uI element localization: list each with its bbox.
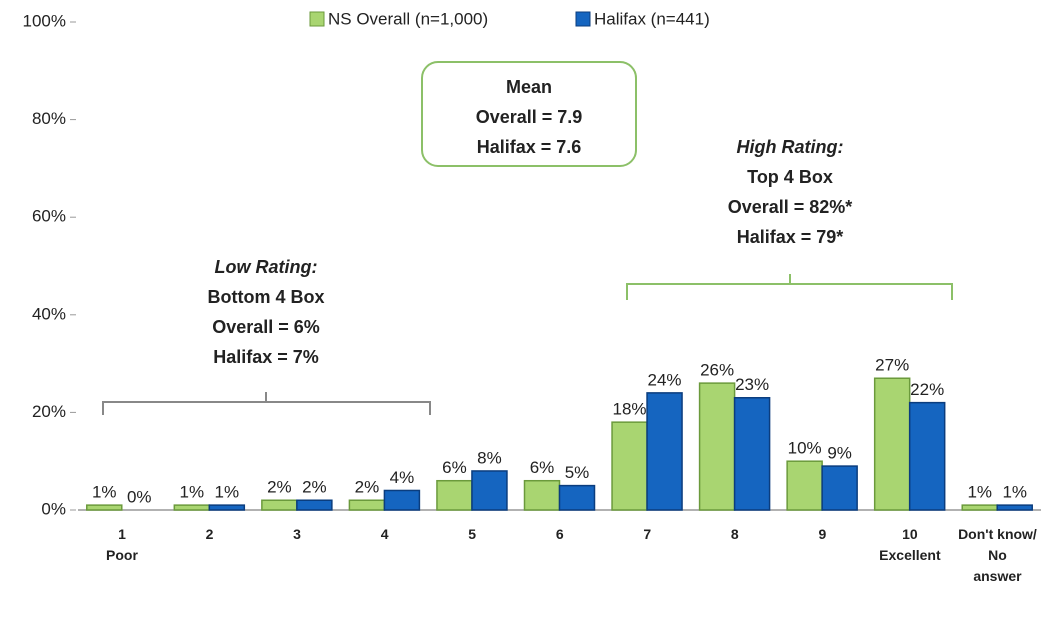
bar	[86, 504, 123, 511]
bar	[821, 465, 858, 511]
bar	[558, 484, 596, 511]
value-label: 27%	[875, 356, 909, 375]
annotation: Overall = 82%*	[728, 197, 853, 217]
y-tick-label: 80%	[32, 109, 66, 128]
y-tick-label: 100%	[23, 11, 66, 30]
value-label: 4%	[390, 468, 415, 487]
bar	[436, 479, 473, 511]
annotation: Halifax = 79*	[737, 227, 844, 247]
x-tick-label: 5	[468, 526, 477, 542]
value-label: 1%	[215, 483, 240, 502]
value-label: 1%	[180, 483, 205, 502]
value-label: 6%	[442, 458, 467, 477]
bar	[261, 499, 298, 511]
x-tick-label: 8	[730, 526, 739, 542]
value-label: 1%	[967, 483, 992, 502]
value-label: 2%	[302, 478, 327, 497]
annotation: Halifax = 7.6	[477, 137, 582, 157]
annotation: Mean	[506, 77, 552, 97]
bar	[908, 401, 946, 511]
value-label: 10%	[788, 439, 822, 458]
value-label: 1%	[92, 483, 117, 502]
x-tick-label: 6	[555, 526, 564, 542]
y-tick-label: 20%	[32, 402, 66, 421]
low-bracket	[102, 392, 431, 415]
value-label: 23%	[735, 375, 769, 394]
annotation: Top 4 Box	[747, 167, 833, 187]
value-label: 6%	[530, 458, 555, 477]
bar	[208, 504, 246, 511]
bar	[996, 504, 1033, 511]
x-tick-label: 7	[643, 526, 652, 542]
x-tick-label: 4	[380, 526, 389, 542]
x-tick-label: 9	[818, 526, 827, 542]
legend-swatch	[309, 11, 325, 27]
annotation: Low Rating:	[215, 257, 318, 277]
bar	[873, 377, 911, 511]
bar	[646, 392, 683, 511]
value-label: 0%	[127, 487, 152, 506]
x-tick-label: 2	[205, 526, 214, 542]
bar	[523, 479, 561, 511]
bar	[296, 499, 333, 511]
y-tick-label: 40%	[32, 304, 66, 323]
bar	[786, 460, 823, 511]
annotation: Halifax = 7%	[213, 347, 319, 367]
bar	[173, 504, 211, 511]
bar	[733, 397, 771, 511]
annotation: Bottom 4 Box	[208, 287, 325, 307]
value-label: 5%	[565, 463, 590, 482]
legend-swatch	[575, 11, 591, 27]
x-tick-label: Don't know/ No answer	[958, 526, 1037, 584]
annotation: Overall = 6%	[212, 317, 320, 337]
high-bracket	[626, 274, 953, 300]
mean-box	[421, 61, 637, 167]
value-label: 26%	[700, 361, 734, 380]
value-label: 22%	[910, 380, 944, 399]
y-tick-label: 60%	[32, 207, 66, 226]
bar	[698, 382, 736, 511]
x-tick-label: 1 Poor	[106, 526, 138, 563]
value-label: 18%	[613, 400, 647, 419]
value-label: 1%	[1002, 483, 1027, 502]
value-label: 24%	[648, 370, 682, 389]
bar	[471, 470, 508, 511]
annotation: Overall = 7.9	[476, 107, 583, 127]
bar	[348, 499, 386, 511]
x-tick-label: 3	[293, 526, 301, 542]
value-label: 2%	[267, 478, 292, 497]
bar	[611, 421, 648, 511]
value-label: 8%	[477, 448, 502, 467]
bar	[961, 504, 998, 511]
legend-label: Halifax (n=441)	[594, 9, 710, 28]
y-tick-label: 0%	[41, 499, 66, 518]
value-label: 2%	[355, 478, 380, 497]
x-tick-label: 10 Excellent	[879, 526, 941, 563]
bar	[383, 489, 421, 511]
value-label: 9%	[827, 444, 852, 463]
annotation: High Rating:	[737, 137, 844, 157]
legend-label: NS Overall (n=1,000)	[328, 9, 488, 28]
